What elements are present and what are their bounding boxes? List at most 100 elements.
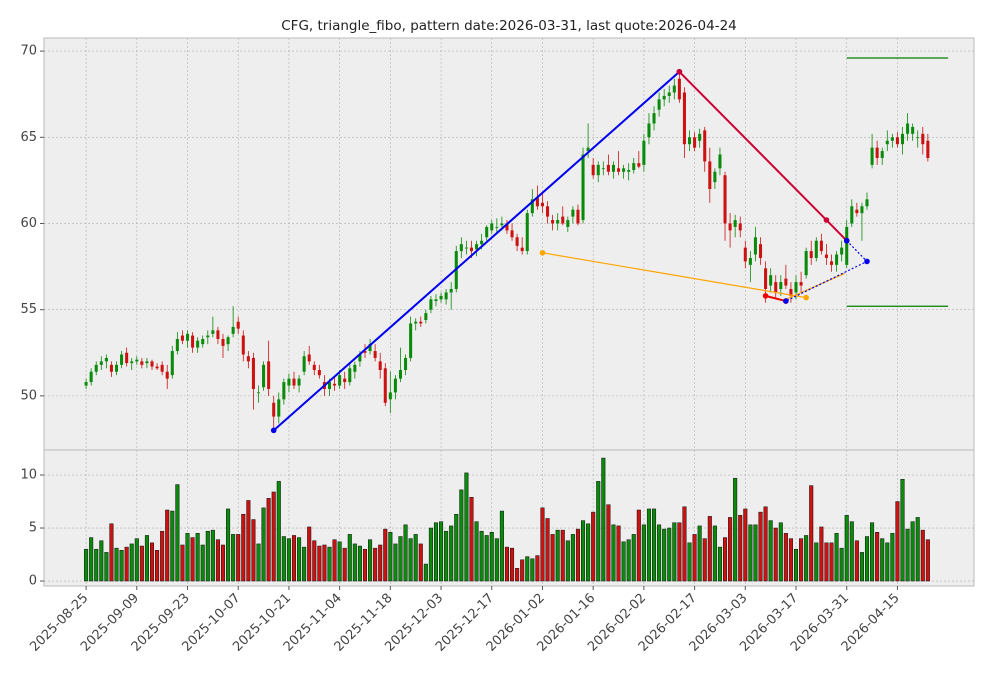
candle-body [185, 333, 190, 341]
volume-bar [241, 513, 246, 582]
candle-body [824, 254, 828, 258]
chart-title: CFG, triangle_fibo, pattern date:2026-03… [281, 18, 737, 34]
candle-body [586, 147, 590, 152]
candle-body [191, 335, 195, 348]
candle-body [667, 92, 671, 96]
pattern-point [843, 237, 850, 244]
candle-body [571, 209, 575, 217]
volume-bar [864, 536, 870, 582]
candle-body [627, 170, 631, 172]
volume-bar [302, 546, 307, 582]
volume-bar [631, 534, 636, 582]
candle-body [728, 223, 732, 231]
volume-bar [717, 546, 722, 582]
volume-bar [586, 523, 591, 582]
volume-bar [332, 539, 337, 582]
volume-bar [195, 533, 200, 582]
candle-body [601, 168, 605, 170]
candle-body [170, 351, 174, 376]
volume-bar [352, 543, 357, 582]
volume-bar [697, 525, 702, 582]
candle-body [682, 92, 686, 145]
candle-body [130, 361, 134, 364]
candle-body [926, 140, 930, 158]
volume-bar [753, 524, 758, 582]
volume-bar [819, 526, 824, 582]
volume-bar [535, 555, 540, 582]
candle-body [850, 206, 854, 224]
pattern-point [676, 68, 683, 75]
y-tick-label: 65 [20, 130, 37, 145]
volume-bar [261, 507, 266, 582]
volume-bar [312, 540, 317, 582]
candle-body [900, 133, 905, 145]
candle-body [155, 366, 159, 369]
candle-body [343, 378, 347, 383]
volume-bar [170, 510, 175, 582]
volume-bar [596, 481, 601, 582]
candle-body [429, 299, 433, 310]
volume-bar [601, 457, 606, 582]
volume-bar [900, 479, 905, 582]
volume-bar [925, 539, 930, 582]
pattern-point [803, 294, 809, 301]
volume-bar [124, 546, 129, 582]
pattern-point [823, 217, 830, 223]
volume-bar [839, 547, 844, 582]
volume-bar [575, 528, 580, 582]
candle-body [916, 137, 920, 139]
volume-bar [702, 538, 707, 582]
candle-body [449, 288, 453, 293]
candle-body [312, 364, 316, 371]
volume-bar [489, 532, 494, 582]
volume-bar [875, 532, 880, 582]
volume-bar [337, 541, 342, 582]
candle-body [647, 123, 651, 138]
candle-body [860, 206, 864, 214]
volume-bar [910, 521, 915, 582]
candle-body [698, 133, 702, 141]
volume-bar [515, 568, 520, 582]
volume-bar [743, 508, 748, 582]
volume-bar [114, 547, 119, 582]
volume-bar [763, 506, 768, 582]
volume-bar [545, 518, 550, 582]
volume-bar [591, 511, 596, 582]
volume-bar [362, 548, 368, 582]
volume-bar [824, 542, 829, 582]
candle-body [855, 209, 859, 214]
pattern-line [765, 294, 787, 303]
volume-bar [454, 513, 459, 582]
volume-bar [408, 538, 413, 582]
candle-body [551, 220, 555, 224]
volume-bar [570, 534, 575, 582]
volume-bar [185, 533, 190, 582]
volume-bar [692, 534, 697, 582]
candle-body [556, 220, 560, 224]
volume-bar [479, 530, 484, 582]
candle-body [424, 313, 428, 321]
candle-body [297, 378, 301, 386]
candle-body [880, 151, 884, 158]
volume-bar [226, 508, 231, 582]
candle-body [383, 368, 387, 403]
candle-body [591, 164, 595, 176]
candle-body [84, 382, 88, 386]
candle-body [642, 140, 646, 165]
volume-bar [155, 550, 160, 582]
candle-body [485, 226, 489, 238]
volume-bar [758, 511, 763, 582]
candle-body [89, 371, 93, 383]
candle-body [404, 357, 408, 371]
volume-bar [728, 517, 733, 582]
candle-body [434, 299, 438, 302]
candle-body [758, 244, 763, 258]
candle-body [784, 278, 788, 286]
volume-bar [474, 521, 479, 582]
volume-bar [165, 509, 170, 582]
volume-bar [231, 534, 236, 582]
volume-bar [844, 515, 849, 582]
candle-body [256, 392, 261, 394]
candle-body [677, 78, 681, 100]
